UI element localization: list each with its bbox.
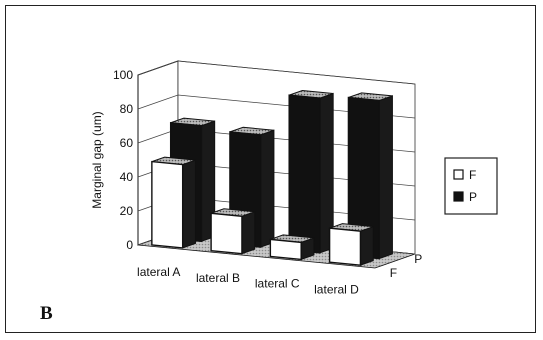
bar-p-3 (288, 90, 334, 254)
bar-f-3 (269, 234, 315, 261)
y-tick-label: 80 (120, 102, 134, 116)
legend-label-f: F (469, 168, 476, 182)
y-tick-label: 100 (113, 68, 133, 82)
bar-f-1 (151, 156, 196, 249)
series-f-bars (151, 156, 374, 266)
panel-label: B (40, 303, 53, 324)
depth-tick-label: P (414, 252, 422, 266)
y-tick-label: 60 (120, 136, 134, 150)
y-tick-label: 40 (120, 170, 134, 184)
depth-axis-ticks: PF (390, 252, 422, 280)
x-tick-label: lateral C (255, 277, 300, 291)
gridline (137, 60, 416, 85)
y-tick-label: 20 (120, 204, 134, 218)
x-tick-label: lateral A (137, 265, 180, 279)
x-tick-label: lateral B (196, 271, 240, 285)
x-axis-ticks: lateral A lateral B lateral C lateral D (137, 265, 359, 296)
legend-label-p: P (469, 190, 477, 204)
legend-swatch-p (453, 191, 464, 202)
legend-box (444, 157, 498, 215)
depth-tick-label: F (390, 266, 397, 280)
y-axis-label: Marginal gap (um) (90, 111, 104, 208)
bar-f-4 (328, 223, 374, 266)
bar-p-4 (347, 92, 393, 260)
y-tick-label: 0 (126, 238, 133, 252)
bar-f-2 (210, 208, 256, 255)
legend-swatch-f (453, 169, 464, 180)
gridline (137, 94, 416, 119)
x-tick-label: lateral D (314, 282, 359, 296)
y-axis-ticks: 0 20 40 60 80 100 (113, 68, 133, 252)
legend: F P (444, 157, 498, 215)
